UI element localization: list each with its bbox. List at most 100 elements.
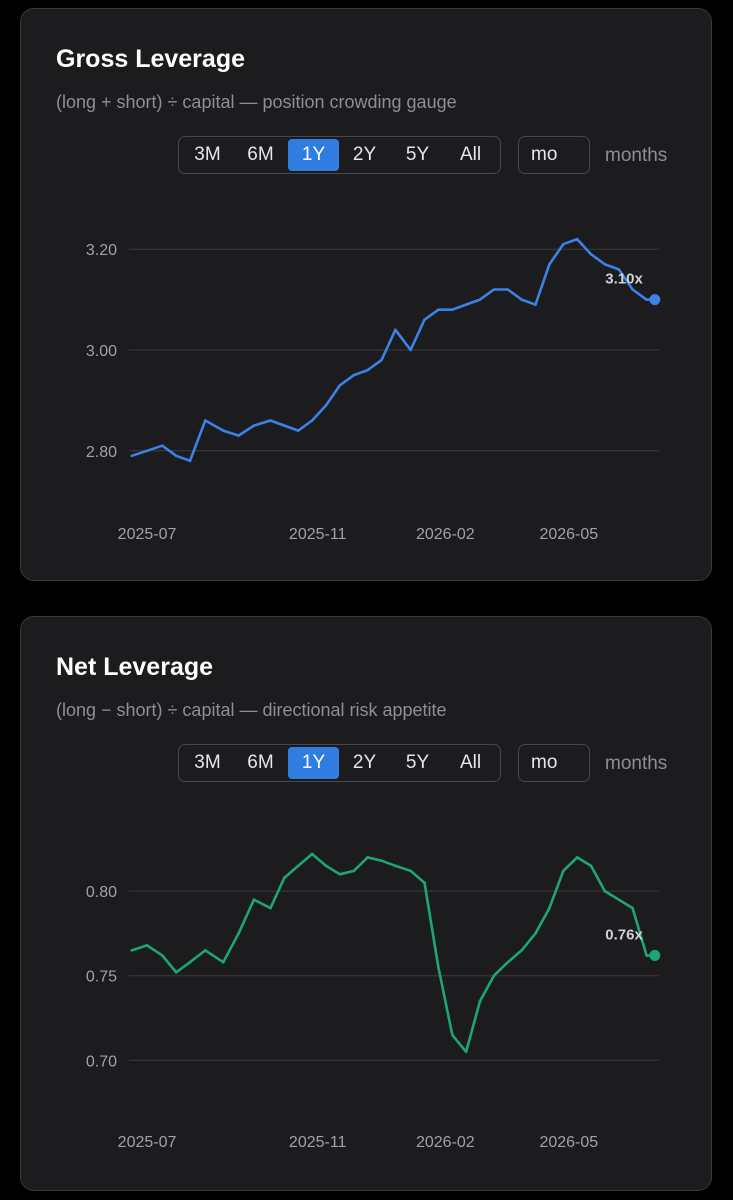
range-all-button[interactable]: All [459, 752, 482, 773]
data-point [296, 429, 300, 432]
data-point [252, 424, 256, 427]
data-point [548, 263, 551, 266]
data-point [366, 856, 369, 859]
data-point [283, 876, 286, 879]
data-point [409, 348, 412, 352]
gross-leverage-card: Gross Leverage (long + short) ÷ capital … [20, 8, 712, 581]
data-point [380, 859, 383, 863]
data-point [506, 960, 510, 964]
series-line [131, 237, 655, 463]
data-point [520, 298, 523, 301]
y-tick-label: 0.75 [86, 969, 117, 986]
range-all-button[interactable]: All [459, 144, 482, 165]
data-point [534, 303, 537, 306]
range-2y-button[interactable]: 2Y [352, 752, 377, 773]
data-point [561, 242, 565, 246]
data-point [160, 444, 164, 448]
data-point [296, 864, 300, 868]
data-point [437, 965, 440, 969]
data-point [145, 943, 149, 947]
data-point [631, 288, 634, 291]
data-point [575, 237, 579, 241]
data-point [492, 288, 496, 291]
data-point [437, 308, 440, 311]
data-point [269, 419, 272, 422]
end-value-label: 0.76x [605, 926, 643, 943]
data-point [603, 263, 607, 266]
data-point [506, 288, 510, 291]
data-point [617, 898, 621, 901]
chart-subtitle: (long − short) ÷ capital — directional r… [56, 700, 447, 720]
data-point [188, 960, 192, 964]
range-6m-button[interactable]: 6M [247, 144, 274, 165]
data-point [423, 881, 426, 885]
end-value-label: 3.10x [605, 271, 643, 288]
x-tick-label: 2025-11 [289, 526, 347, 543]
data-point [617, 268, 621, 271]
data-point [464, 1050, 468, 1054]
data-point [174, 454, 178, 458]
data-point [450, 1033, 454, 1037]
data-point [338, 383, 342, 387]
data-point [631, 906, 634, 910]
data-point [283, 424, 286, 427]
y-tick-label: 3.20 [86, 242, 117, 259]
data-point [145, 449, 149, 453]
data-point [394, 864, 397, 868]
range-selector: 3M 6M 1Y 2Y 5Y All [178, 136, 501, 174]
y-tick-label: 3.00 [86, 343, 117, 360]
data-point [520, 949, 523, 952]
end-point-marker [649, 294, 661, 306]
data-point [492, 974, 496, 978]
x-tick-label: 2026-05 [539, 526, 598, 543]
range-3m-button[interactable]: 3M [194, 144, 221, 165]
data-point [310, 419, 314, 422]
range-5y-button[interactable]: 5Y [405, 144, 430, 165]
data-point [324, 404, 328, 407]
series-line [131, 852, 655, 1054]
data-point [269, 906, 272, 910]
range-1y-button[interactable]: 1Y [288, 139, 339, 171]
data-point [394, 328, 397, 332]
data-point [222, 960, 225, 964]
data-point [478, 999, 482, 1003]
data-point [204, 419, 207, 422]
data-point [645, 954, 648, 957]
data-point [352, 373, 356, 377]
end-point-marker [649, 949, 661, 961]
data-point [222, 429, 225, 432]
net-leverage-card: Net Leverage (long − short) ÷ capital — … [20, 616, 712, 1191]
data-point [188, 459, 192, 463]
range-5y-button[interactable]: 5Y [405, 752, 430, 773]
data-point [575, 856, 579, 859]
range-1y-button[interactable]: 1Y [288, 747, 339, 779]
chart-subtitle: (long + short) ÷ capital — position crow… [56, 92, 457, 112]
data-point [237, 434, 240, 437]
x-tick-label: 2025-07 [118, 1134, 177, 1151]
data-point [561, 869, 565, 873]
data-point [338, 872, 342, 876]
unit-label: months [605, 753, 668, 774]
range-6m-button[interactable]: 6M [247, 752, 274, 773]
y-tick-label: 2.80 [86, 444, 117, 461]
data-point [380, 358, 383, 362]
range-selector: 3M 6M 1Y 2Y 5Y All [178, 744, 501, 782]
data-point [252, 898, 256, 901]
range-3m-button[interactable]: 3M [194, 752, 221, 773]
data-point [464, 303, 468, 306]
unit-input[interactable]: mo [518, 744, 590, 782]
range-2y-button[interactable]: 2Y [352, 144, 377, 165]
data-point [409, 869, 412, 873]
data-point [603, 889, 607, 893]
data-point [589, 864, 593, 868]
data-point [160, 954, 164, 957]
data-point [450, 308, 454, 311]
x-tick-label: 2026-02 [416, 526, 475, 543]
data-point [352, 869, 356, 873]
data-point [423, 318, 426, 322]
data-point [324, 864, 328, 868]
chart-title: Net Leverage [56, 653, 214, 681]
unit-input[interactable]: mo [518, 136, 590, 174]
x-tick-label: 2025-11 [289, 1134, 347, 1151]
data-point [366, 368, 369, 372]
